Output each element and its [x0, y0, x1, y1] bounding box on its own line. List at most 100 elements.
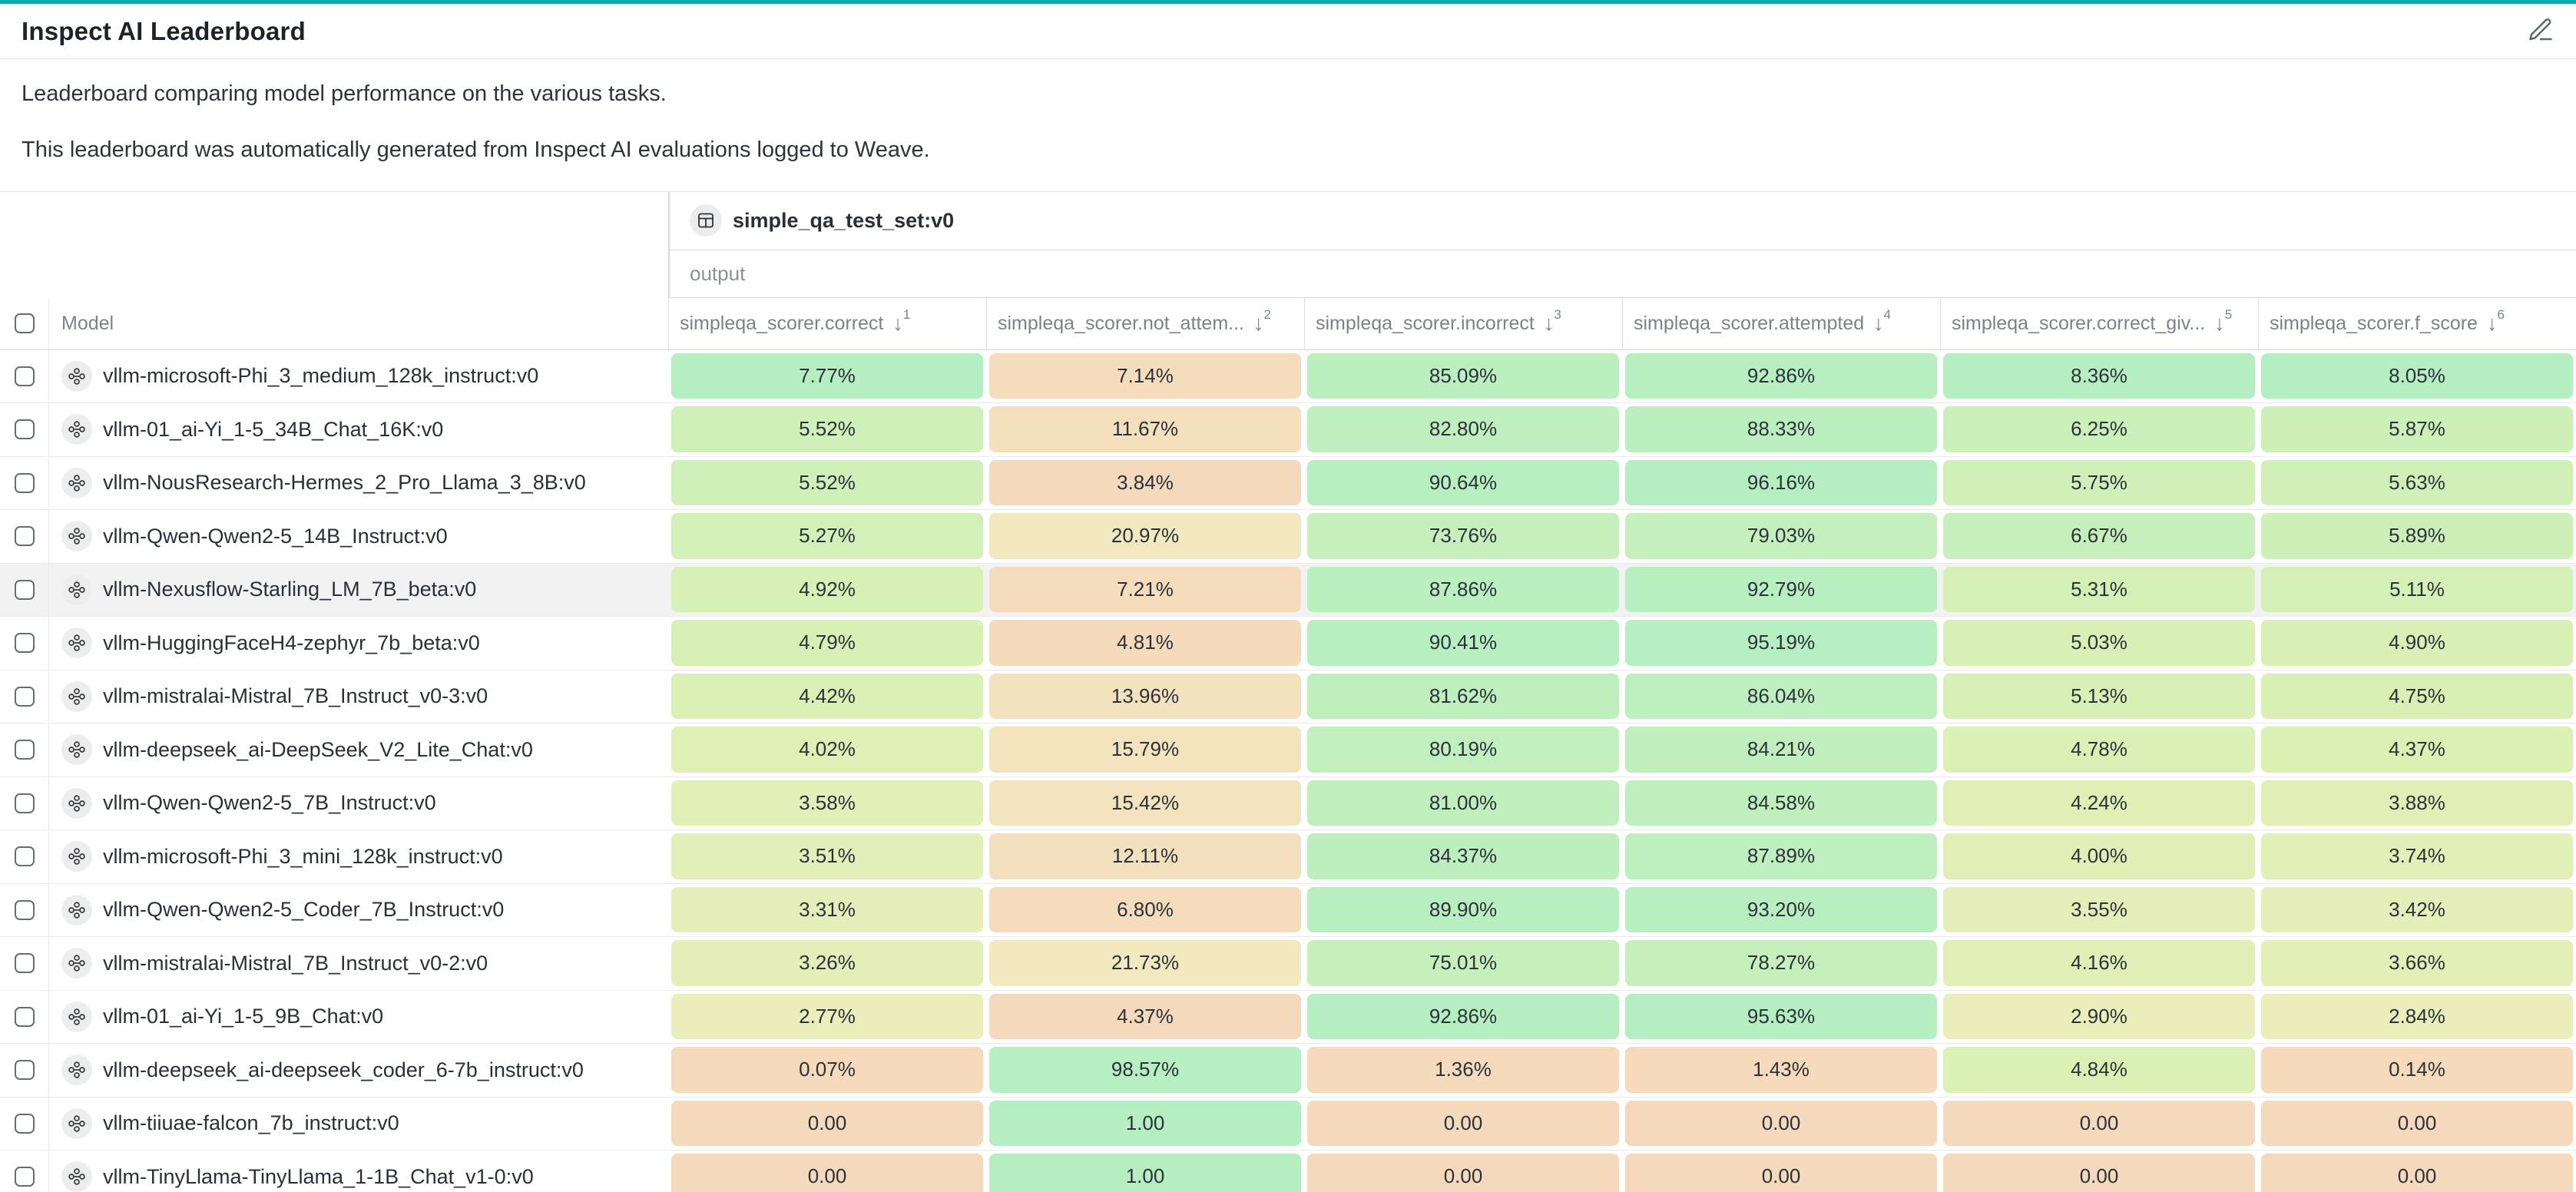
model-link[interactable]: vllm-deepseek_ai-DeepSeek_V2_Lite_Chat:v…	[49, 723, 668, 776]
column-header-simpleqa_scorer.correct_giv[interactable]: simpleqa_scorer.correct_giv... ↓ 5	[1940, 297, 2258, 349]
score-cell: 4.84%	[1940, 1044, 2258, 1097]
table-row[interactable]: vllm-HuggingFaceH4-zephyr_7b_beta:v0 4.79…	[0, 617, 2576, 670]
model-link[interactable]: vllm-01_ai-Yi_1-5_9B_Chat:v0	[49, 991, 668, 1044]
row-checkbox-cell	[0, 883, 49, 937]
table-row[interactable]: vllm-Qwen-Qwen2-5_14B_Instruct:v0 5.27% 20…	[0, 510, 2576, 564]
model-name: vllm-microsoft-Phi_3_mini_128k_instruct:…	[103, 844, 503, 868]
model-link[interactable]: vllm-Qwen-Qwen2-5_Coder_7B_Instruct:v0	[49, 884, 668, 937]
column-header-label: simpleqa_scorer.incorrect	[1316, 312, 1535, 334]
model-link[interactable]: vllm-TinyLlama-TinyLlama_1-1B_Chat_v1-0:…	[49, 1151, 668, 1192]
column-header-simpleqa_scorer.incorrect[interactable]: simpleqa_scorer.incorrect ↓ 3	[1304, 297, 1622, 349]
model-link[interactable]: vllm-mistralai-Mistral_7B_Instruct_v0-3:…	[49, 670, 668, 723]
dataset-row-spacer	[0, 192, 668, 250]
sort-order-badge: 1	[902, 306, 911, 322]
table-row[interactable]: vllm-deepseek_ai-deepseek_coder_6-7b_ins…	[0, 1044, 2576, 1098]
column-header-simpleqa_scorer.not_attem[interactable]: simpleqa_scorer.not_attem... ↓ 2	[986, 297, 1304, 349]
model-link[interactable]: vllm-HuggingFaceH4-zephyr_7b_beta:v0	[49, 617, 668, 670]
row-checkbox[interactable]	[14, 846, 35, 867]
model-link[interactable]: vllm-NousResearch-Hermes_2_Pro_Llama_3_8…	[49, 457, 668, 510]
score-cell: 6.80%	[986, 884, 1304, 937]
row-checkbox[interactable]	[14, 526, 35, 547]
score-cell: 0.00	[1940, 1151, 2258, 1192]
dataset-name: simple_qa_test_set:v0	[733, 208, 955, 232]
table-row[interactable]: vllm-Qwen-Qwen2-5_7B_Instruct:v0 3.58% 15.…	[0, 776, 2576, 831]
table-row[interactable]: vllm-01_ai-Yi_1-5_9B_Chat:v0 2.77% 4.37% 92…	[0, 990, 2576, 1045]
model-link[interactable]: vllm-tiiuae-falcon_7b_instruct:v0	[49, 1098, 668, 1151]
table-row[interactable]: vllm-deepseek_ai-DeepSeek_V2_Lite_Chat:v…	[0, 723, 2576, 777]
row-checkbox-cell	[0, 456, 49, 510]
model-link[interactable]: vllm-microsoft-Phi_3_medium_128k_instruc…	[49, 350, 668, 403]
row-checkbox[interactable]	[14, 899, 35, 920]
score-value: 4.90%	[2261, 620, 2573, 666]
table-row[interactable]: vllm-TinyLlama-TinyLlama_1-1B_Chat_v1-0:…	[0, 1151, 2576, 1192]
leaderboard-description: Leaderboard comparing model performance …	[0, 59, 2576, 164]
row-checkbox[interactable]	[14, 419, 35, 440]
score-cell: 3.58%	[668, 777, 986, 830]
model-name: vllm-mistralai-Mistral_7B_Instruct_v0-2:…	[103, 951, 488, 975]
row-checkbox[interactable]	[14, 1113, 35, 1134]
score-cell: 12.11%	[986, 830, 1304, 883]
row-checkbox[interactable]	[14, 1006, 35, 1027]
score-cell: 81.00%	[1304, 777, 1622, 830]
row-checkbox[interactable]	[14, 1167, 35, 1187]
table-row[interactable]: vllm-microsoft-Phi_3_medium_128k_instruc…	[0, 349, 2576, 404]
row-checkbox[interactable]	[14, 579, 35, 600]
table-row[interactable]: vllm-Qwen-Qwen2-5_Coder_7B_Instruct:v0 3.…	[0, 883, 2576, 938]
score-value: 0.00	[1307, 1100, 1619, 1147]
table-row[interactable]: vllm-NousResearch-Hermes_2_Pro_Llama_3_8…	[0, 456, 2576, 511]
table-row[interactable]: vllm-mistralai-Mistral_7B_Instruct_v0-2:…	[0, 937, 2576, 991]
score-value: 1.00	[989, 1154, 1301, 1192]
sort-desc-icon: ↓ 1	[892, 306, 911, 335]
score-cell: 4.92%	[668, 564, 986, 617]
score-cell: 0.00	[2258, 1151, 2576, 1192]
model-link[interactable]: vllm-mistralai-Mistral_7B_Instruct_v0-2:…	[49, 937, 668, 990]
column-header-simpleqa_scorer.correct[interactable]: simpleqa_scorer.correct ↓ 1	[668, 297, 986, 349]
row-checkbox[interactable]	[14, 1060, 35, 1081]
score-cell: 6.67%	[1940, 510, 2258, 563]
table-row[interactable]: vllm-mistralai-Mistral_7B_Instruct_v0-3:…	[0, 670, 2576, 724]
column-header-simpleqa_scorer.attempted[interactable]: simpleqa_scorer.attempted ↓ 4	[1622, 297, 1940, 349]
score-value: 1.36%	[1307, 1047, 1619, 1093]
score-cell: 4.24%	[1940, 777, 2258, 830]
model-icon	[61, 521, 92, 552]
score-value: 4.37%	[989, 993, 1301, 1040]
row-checkbox[interactable]	[14, 740, 35, 760]
column-header-label: simpleqa_scorer.not_attem...	[998, 312, 1244, 334]
score-value: 5.87%	[2261, 406, 2573, 452]
model-link[interactable]: vllm-Qwen-Qwen2-5_7B_Instruct:v0	[49, 777, 668, 830]
model-link[interactable]: vllm-Nexusflow-Starling_LM_7B_beta:v0	[49, 564, 668, 617]
row-checkbox[interactable]	[14, 953, 35, 974]
dataset-group-header[interactable]: simple_qa_test_set:v0	[668, 191, 2576, 250]
row-checkbox[interactable]	[14, 686, 35, 707]
row-checkbox[interactable]	[14, 633, 35, 654]
model-column-header[interactable]: Model	[61, 312, 114, 334]
row-checkbox[interactable]	[14, 366, 35, 386]
model-link[interactable]: vllm-microsoft-Phi_3_mini_128k_instruct:…	[49, 830, 668, 883]
score-cell: 3.26%	[668, 937, 986, 990]
score-cell: 3.66%	[2258, 937, 2576, 990]
model-link[interactable]: vllm-deepseek_ai-deepseek_coder_6-7b_ins…	[49, 1044, 668, 1097]
row-checkbox[interactable]	[14, 793, 35, 813]
row-checkbox-cell	[0, 403, 49, 456]
score-cell: 15.42%	[986, 777, 1304, 830]
model-link[interactable]: vllm-01_ai-Yi_1-5_34B_Chat_16K:v0	[49, 403, 668, 456]
score-value: 0.00	[1625, 1100, 1937, 1147]
table-row[interactable]: vllm-microsoft-Phi_3_mini_128k_instruct:…	[0, 830, 2576, 884]
score-cell: 8.36%	[1940, 350, 2258, 403]
model-link[interactable]: vllm-Qwen-Qwen2-5_14B_Instruct:v0	[49, 510, 668, 563]
select-all-checkbox[interactable]	[14, 313, 35, 334]
table-row[interactable]: vllm-01_ai-Yi_1-5_34B_Chat_16K:v0 5.52% 11…	[0, 403, 2576, 457]
score-cell: 80.19%	[1304, 723, 1622, 776]
table-row[interactable]: vllm-tiiuae-falcon_7b_instruct:v0 0.00 1.0…	[0, 1097, 2576, 1151]
score-value: 89.90%	[1307, 886, 1619, 933]
model-name: vllm-deepseek_ai-deepseek_coder_6-7b_ins…	[103, 1058, 584, 1081]
row-checkbox-cell	[0, 1044, 49, 1097]
score-cell: 8.05%	[2258, 350, 2576, 403]
edit-leaderboard-button[interactable]	[2527, 16, 2554, 46]
score-value: 7.77%	[671, 353, 983, 399]
row-checkbox[interactable]	[14, 472, 35, 493]
column-header-simpleqa_scorer.f_score[interactable]: simpleqa_scorer.f_score ↓ 6	[2258, 297, 2576, 349]
table-row[interactable]: vllm-Nexusflow-Starling_LM_7B_beta:v0 4.9…	[0, 563, 2576, 618]
score-value: 4.24%	[1943, 780, 2255, 826]
row-checkbox-cell	[0, 563, 49, 617]
